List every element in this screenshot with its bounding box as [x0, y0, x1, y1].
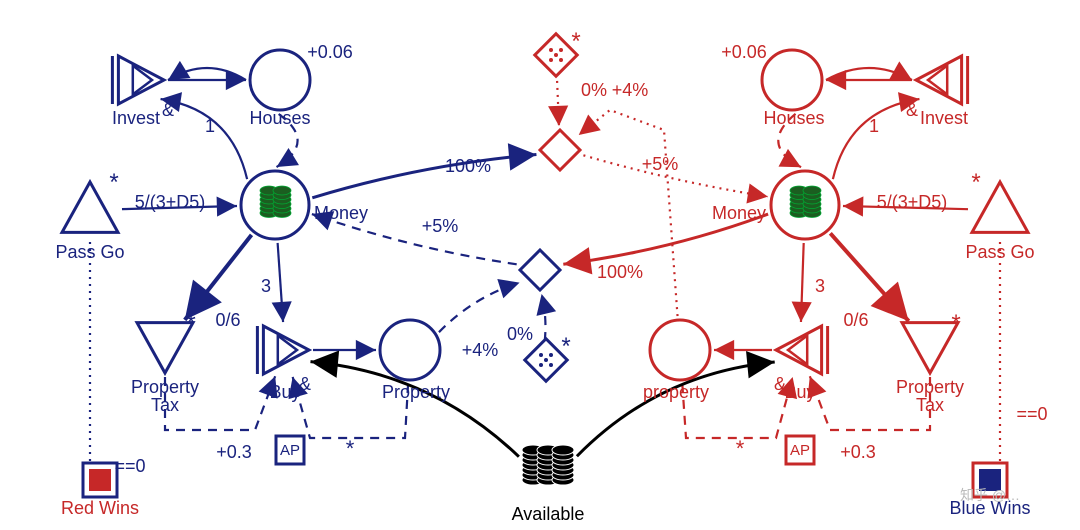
edge-houses_r-invest_r	[826, 68, 912, 80]
node-label-property_b: Property	[382, 382, 450, 402]
node-label-houses_r: Houses	[763, 108, 824, 128]
node-buy_b	[257, 326, 309, 374]
edge-property_r-gate_r	[579, 110, 678, 316]
node-label-buy_b: Buy	[269, 382, 300, 402]
node-buy_r	[776, 326, 828, 374]
edge-label: 5/(3+D5)	[877, 192, 948, 212]
svg-text:*: *	[109, 169, 118, 196]
node-proptax_r	[902, 323, 958, 373]
edge-label: +0.06	[307, 42, 353, 62]
svg-text:*: *	[346, 436, 355, 461]
svg-text:&: &	[906, 100, 918, 120]
edge-label: 100%	[597, 262, 643, 282]
svg-text:*: *	[971, 169, 980, 196]
node-gate_r	[540, 130, 580, 170]
free-label: ==0	[114, 456, 145, 476]
svg-text:AP: AP	[790, 442, 810, 459]
node-money_b	[241, 171, 309, 239]
edge-label: 3	[815, 276, 825, 296]
node-proptax_b	[137, 323, 193, 373]
edge-passgo_b-redwins	[89, 242, 90, 470]
node-houses_r	[762, 50, 822, 110]
node-invest_r	[916, 56, 968, 104]
free-label: 知乎 @…	[960, 487, 1020, 503]
edge-label: 0%	[581, 80, 607, 100]
svg-text:*: *	[186, 310, 195, 337]
node-houses_b	[250, 50, 310, 110]
node-available	[522, 445, 574, 485]
node-redwins	[83, 463, 117, 497]
edge-label: +4%	[612, 80, 649, 100]
node-label-passgo_b: Pass Go	[55, 242, 124, 262]
node-property_r	[650, 320, 710, 380]
edge-label: 0%	[507, 324, 533, 344]
edge-dice_b-gate_b	[542, 294, 546, 341]
edge-label: +5%	[422, 216, 459, 236]
svg-text:&: &	[162, 100, 174, 120]
edge-label: +4%	[462, 340, 499, 360]
diagram-canvas: 1+0.065/(3+D5)3+4%0%+5%100%0/6+0.3*1+0.0…	[0, 0, 1080, 530]
node-label-property_r: property	[643, 382, 709, 402]
svg-text:&: &	[774, 374, 786, 394]
edge-label: 0/6	[843, 310, 868, 330]
edge-label: ==0	[1016, 404, 1047, 424]
edge-money_b-buy_b	[278, 243, 283, 322]
edge-dice_r-gate_r	[557, 74, 559, 126]
edge-label: +0.06	[721, 42, 767, 62]
edge-money_r-proptax_r	[830, 233, 908, 321]
edge-label: +5%	[642, 154, 679, 174]
svg-text:AP: AP	[280, 442, 300, 459]
edge-money_r-buy_r	[801, 243, 804, 322]
edge-houses_b-invest_b	[168, 68, 246, 80]
node-label-proptax_b: PropertyTax	[131, 377, 199, 415]
node-label-invest_r: Invest	[920, 108, 968, 128]
svg-text:*: *	[561, 333, 570, 360]
node-label-money_r: Money	[712, 203, 766, 223]
svg-text:*: *	[951, 310, 960, 337]
edge-label: 100%	[445, 156, 491, 176]
svg-text:&: &	[299, 374, 311, 394]
svg-text:*: *	[571, 28, 580, 55]
edge-money_b-proptax_b	[185, 235, 252, 320]
edge-label: 0/6	[215, 310, 240, 330]
node-label-buy_r: Buy	[784, 382, 815, 402]
edge-money_b-gate_r	[312, 155, 536, 198]
node-label-money_b: Money	[314, 203, 368, 223]
node-money_r	[771, 171, 839, 239]
node-label-houses_b: Houses	[249, 108, 310, 128]
svg-text:*: *	[736, 436, 745, 461]
node-label-invest_b: Invest	[112, 108, 160, 128]
edge-label: +0.3	[216, 442, 252, 462]
node-label-passgo_r: Pass Go	[965, 242, 1034, 262]
node-property_b	[380, 320, 440, 380]
edge-label: +0.3	[840, 442, 876, 462]
node-label-proptax_r: PropertyTax	[896, 377, 964, 415]
node-invest_b	[112, 56, 164, 104]
edge-label: 3	[261, 276, 271, 296]
node-label-redwins: Red Wins	[61, 498, 139, 518]
node-gate_b	[520, 250, 560, 290]
edge-label: 5/(3+D5)	[135, 192, 206, 212]
node-label-available: Available	[512, 504, 585, 524]
edge-passgo_r-bluewins	[1000, 242, 1001, 470]
